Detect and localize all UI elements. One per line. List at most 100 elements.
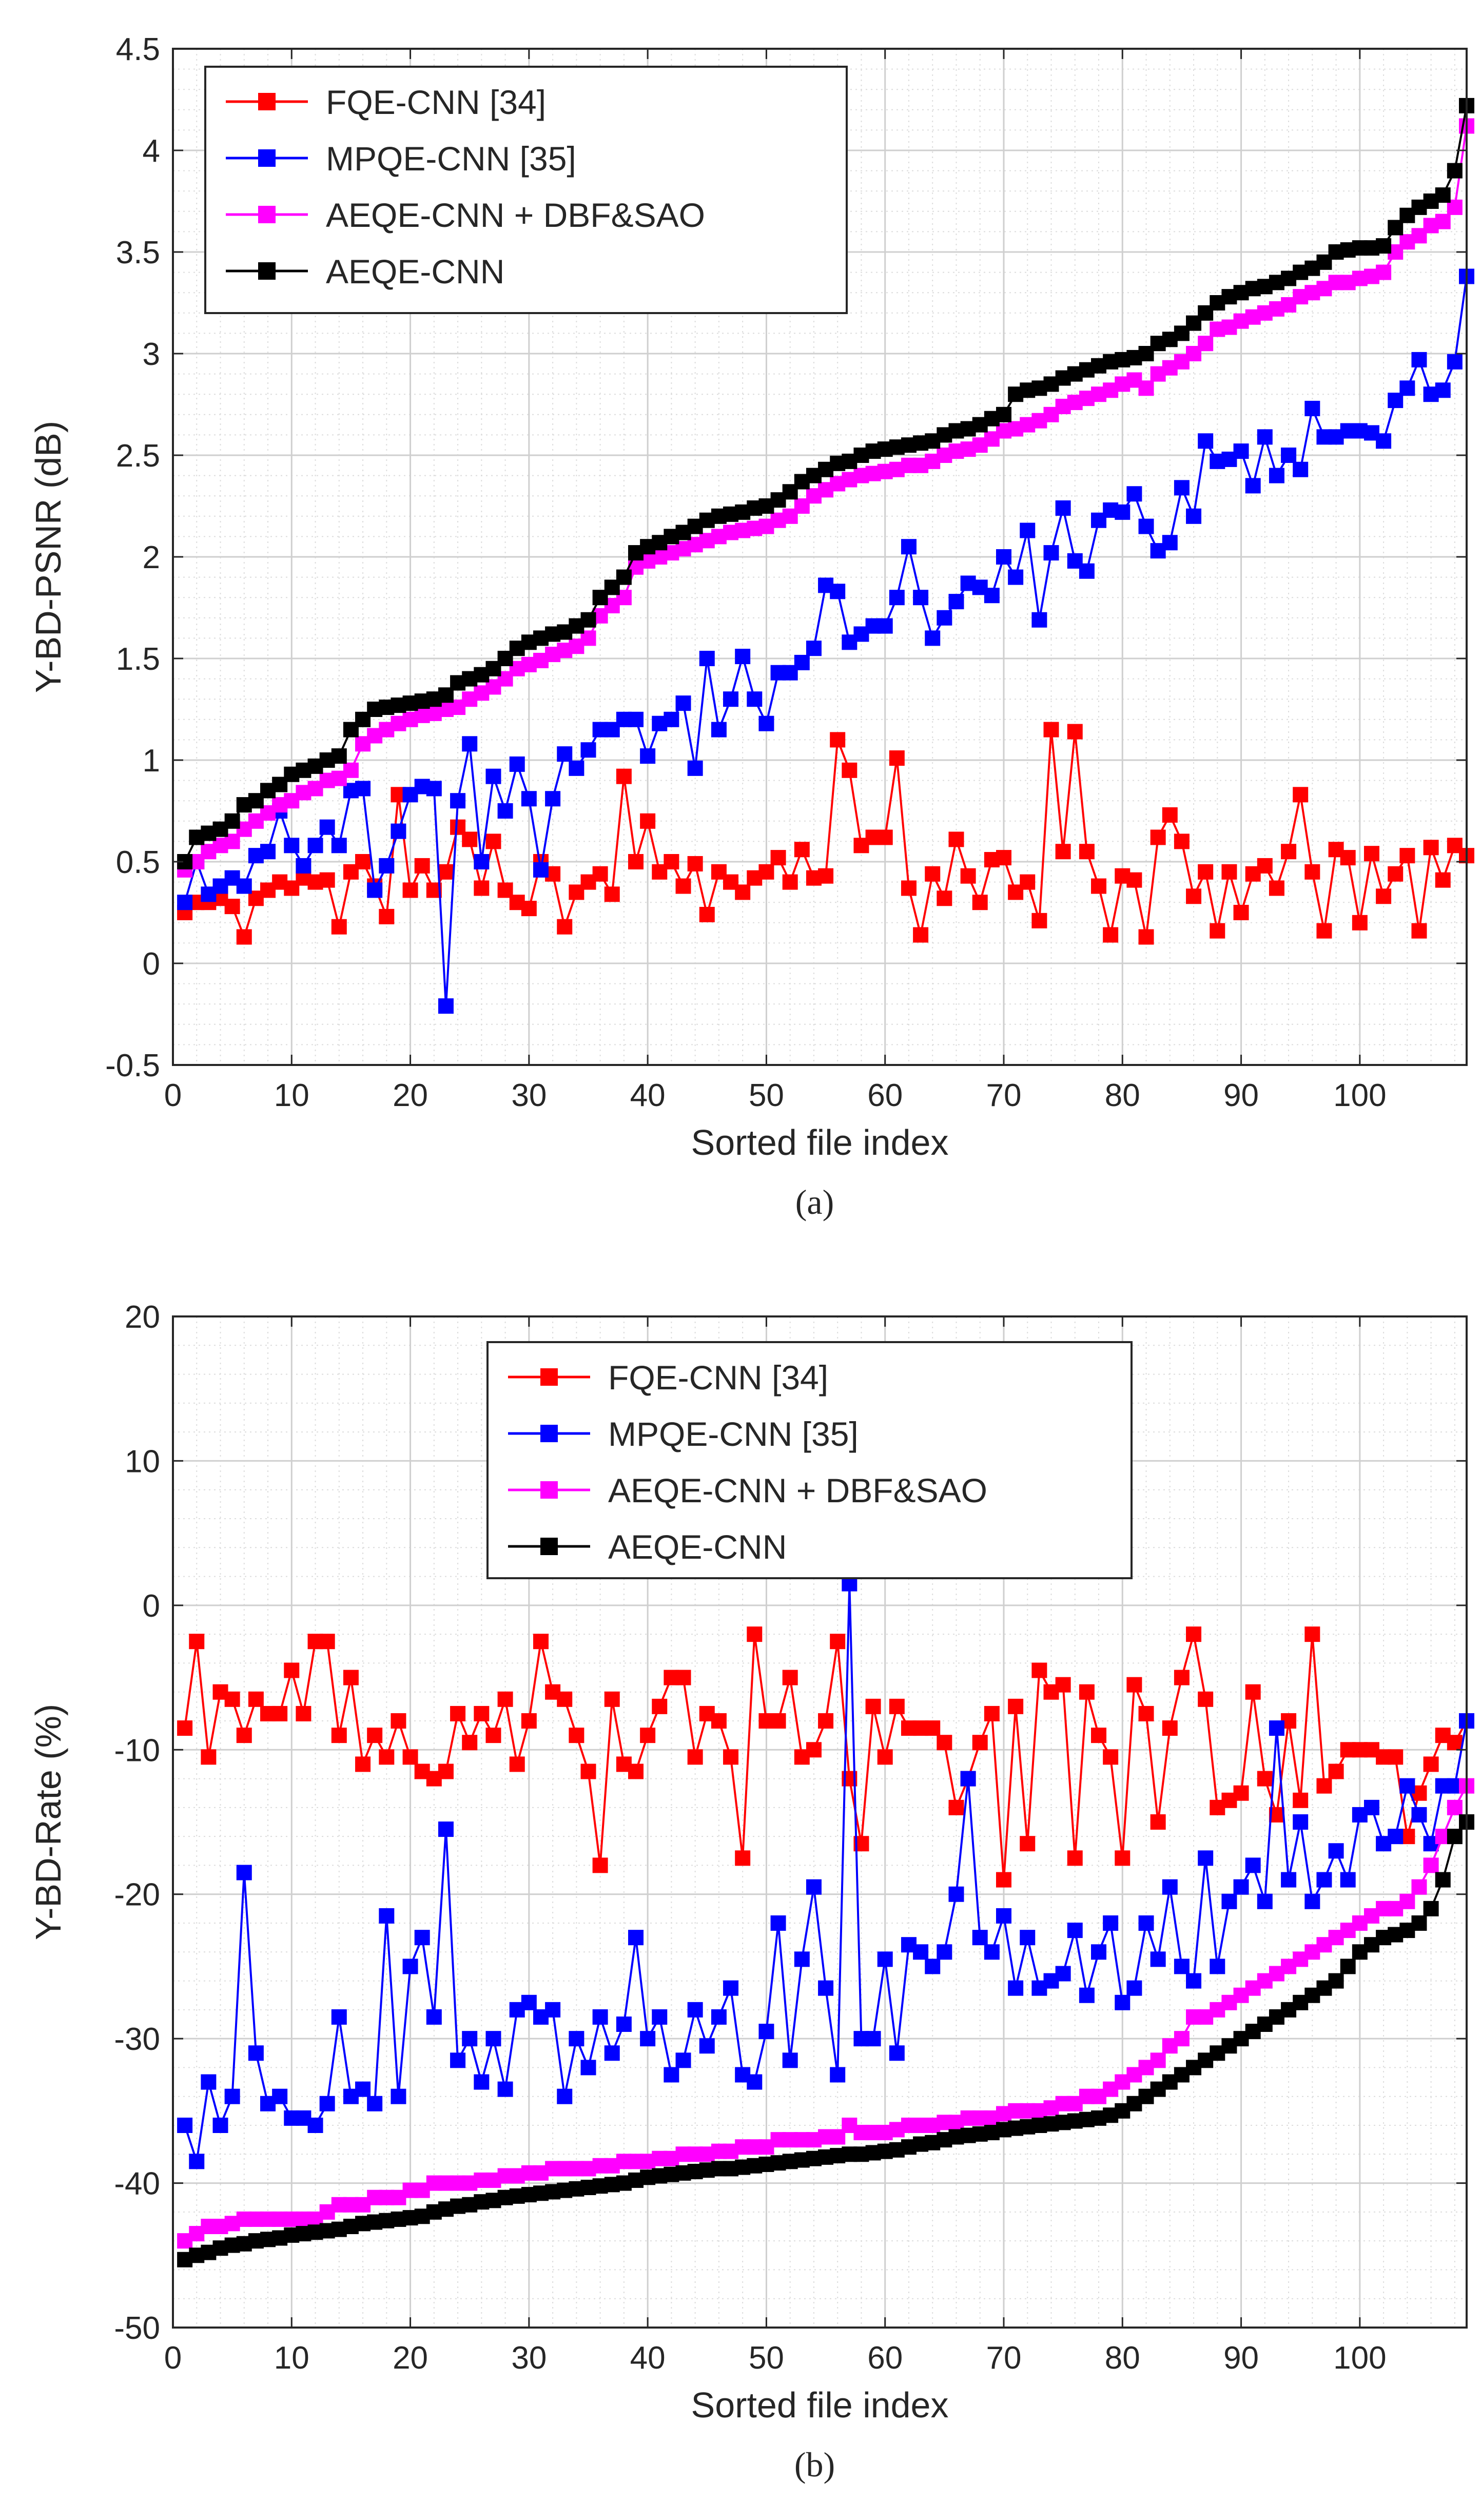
data-point xyxy=(1293,1814,1309,1830)
data-point xyxy=(1221,1893,1237,1909)
x-tick-label: 10 xyxy=(274,1078,309,1113)
data-point xyxy=(248,1691,264,1707)
x-tick-label: 100 xyxy=(1333,1078,1386,1113)
data-point xyxy=(296,1705,311,1721)
data-point xyxy=(758,715,774,731)
data-point xyxy=(1257,429,1273,445)
data-point xyxy=(355,2081,371,2097)
data-point xyxy=(794,1951,810,1967)
data-point xyxy=(1411,1915,1427,1931)
data-point xyxy=(711,722,727,738)
y-axis-label: Y-BD-Rate (%) xyxy=(28,1704,68,1940)
data-point xyxy=(319,2096,335,2111)
x-axis-label: Sorted file index xyxy=(691,1122,949,1162)
data-point xyxy=(889,2045,905,2061)
x-tick-label: 0 xyxy=(164,1078,182,1113)
data-point xyxy=(616,2017,632,2032)
data-point xyxy=(391,1713,406,1729)
legend-marker xyxy=(540,1481,558,1499)
data-point xyxy=(1138,1915,1154,1931)
data-point xyxy=(687,760,703,776)
data-point xyxy=(687,2002,703,2018)
legend-item: AEQE-CNN xyxy=(508,1528,787,1566)
data-point xyxy=(1328,1973,1344,1989)
data-point xyxy=(331,748,347,764)
data-point xyxy=(830,584,846,599)
data-point xyxy=(1411,1807,1427,1823)
data-point xyxy=(521,1713,537,1729)
data-point xyxy=(402,1959,418,1974)
data-point xyxy=(675,2052,691,2068)
data-point xyxy=(1447,354,1463,370)
data-point xyxy=(604,886,620,902)
data-point xyxy=(307,838,323,854)
data-point xyxy=(1293,1792,1309,1808)
y-tick-label: 1 xyxy=(143,743,160,779)
data-point xyxy=(438,998,454,1014)
data-point xyxy=(996,1908,1011,1924)
data-point xyxy=(1020,522,1036,538)
y-tick-label: -40 xyxy=(114,2166,160,2202)
data-point xyxy=(1233,1785,1249,1801)
data-point xyxy=(272,1705,288,1721)
data-point xyxy=(284,838,300,854)
data-point xyxy=(1423,1901,1439,1916)
data-point xyxy=(474,880,490,896)
data-point xyxy=(758,2024,774,2040)
data-point xyxy=(569,1728,584,1743)
data-point xyxy=(830,2067,846,2083)
data-point xyxy=(925,630,941,646)
data-point xyxy=(925,1959,941,1974)
data-point xyxy=(1293,461,1309,477)
data-point xyxy=(1233,443,1249,459)
data-point xyxy=(307,2118,323,2133)
data-point xyxy=(1138,380,1154,396)
data-point xyxy=(509,1756,525,1772)
data-point xyxy=(1008,569,1024,585)
data-point xyxy=(474,1705,490,1721)
data-point xyxy=(296,858,311,874)
data-point xyxy=(1103,1749,1119,1765)
data-point xyxy=(675,695,691,711)
data-point xyxy=(557,746,573,762)
data-point xyxy=(1447,1829,1463,1845)
data-point xyxy=(770,850,786,866)
data-point xyxy=(1257,1893,1273,1909)
x-tick-label: 10 xyxy=(274,2340,309,2376)
x-tick-label: 30 xyxy=(511,1078,547,1113)
data-point xyxy=(604,2045,620,2061)
figure-caption: (a) xyxy=(795,1183,834,1222)
data-point xyxy=(1174,1959,1190,1974)
data-point xyxy=(1115,1994,1131,2010)
data-point xyxy=(236,1728,252,1743)
data-point xyxy=(177,895,193,910)
data-point xyxy=(533,1634,549,1650)
data-point xyxy=(640,2031,656,2047)
data-point xyxy=(972,895,988,910)
data-point xyxy=(319,819,335,835)
data-point xyxy=(1423,1857,1439,1873)
data-point xyxy=(664,854,679,869)
data-point xyxy=(948,1886,964,1902)
data-point xyxy=(865,2031,881,2047)
data-point xyxy=(818,868,834,884)
data-point xyxy=(1304,400,1320,416)
data-point xyxy=(1447,163,1463,179)
data-point xyxy=(260,844,276,860)
data-point xyxy=(331,838,347,854)
data-point xyxy=(1399,380,1415,396)
data-point xyxy=(1411,1879,1427,1895)
data-point xyxy=(1316,1778,1332,1794)
data-point xyxy=(1174,1670,1190,1685)
data-point xyxy=(1316,923,1332,939)
data-point xyxy=(1245,478,1261,494)
data-point xyxy=(877,1749,893,1765)
data-point xyxy=(842,762,858,778)
x-tick-label: 40 xyxy=(630,1078,666,1113)
legend-item: FQE-CNN [34] xyxy=(508,1359,828,1397)
data-point xyxy=(450,2052,466,2068)
y-tick-label: -20 xyxy=(114,1877,160,1913)
data-point xyxy=(1031,612,1047,628)
data-point xyxy=(735,884,751,900)
data-point xyxy=(687,1749,703,1765)
